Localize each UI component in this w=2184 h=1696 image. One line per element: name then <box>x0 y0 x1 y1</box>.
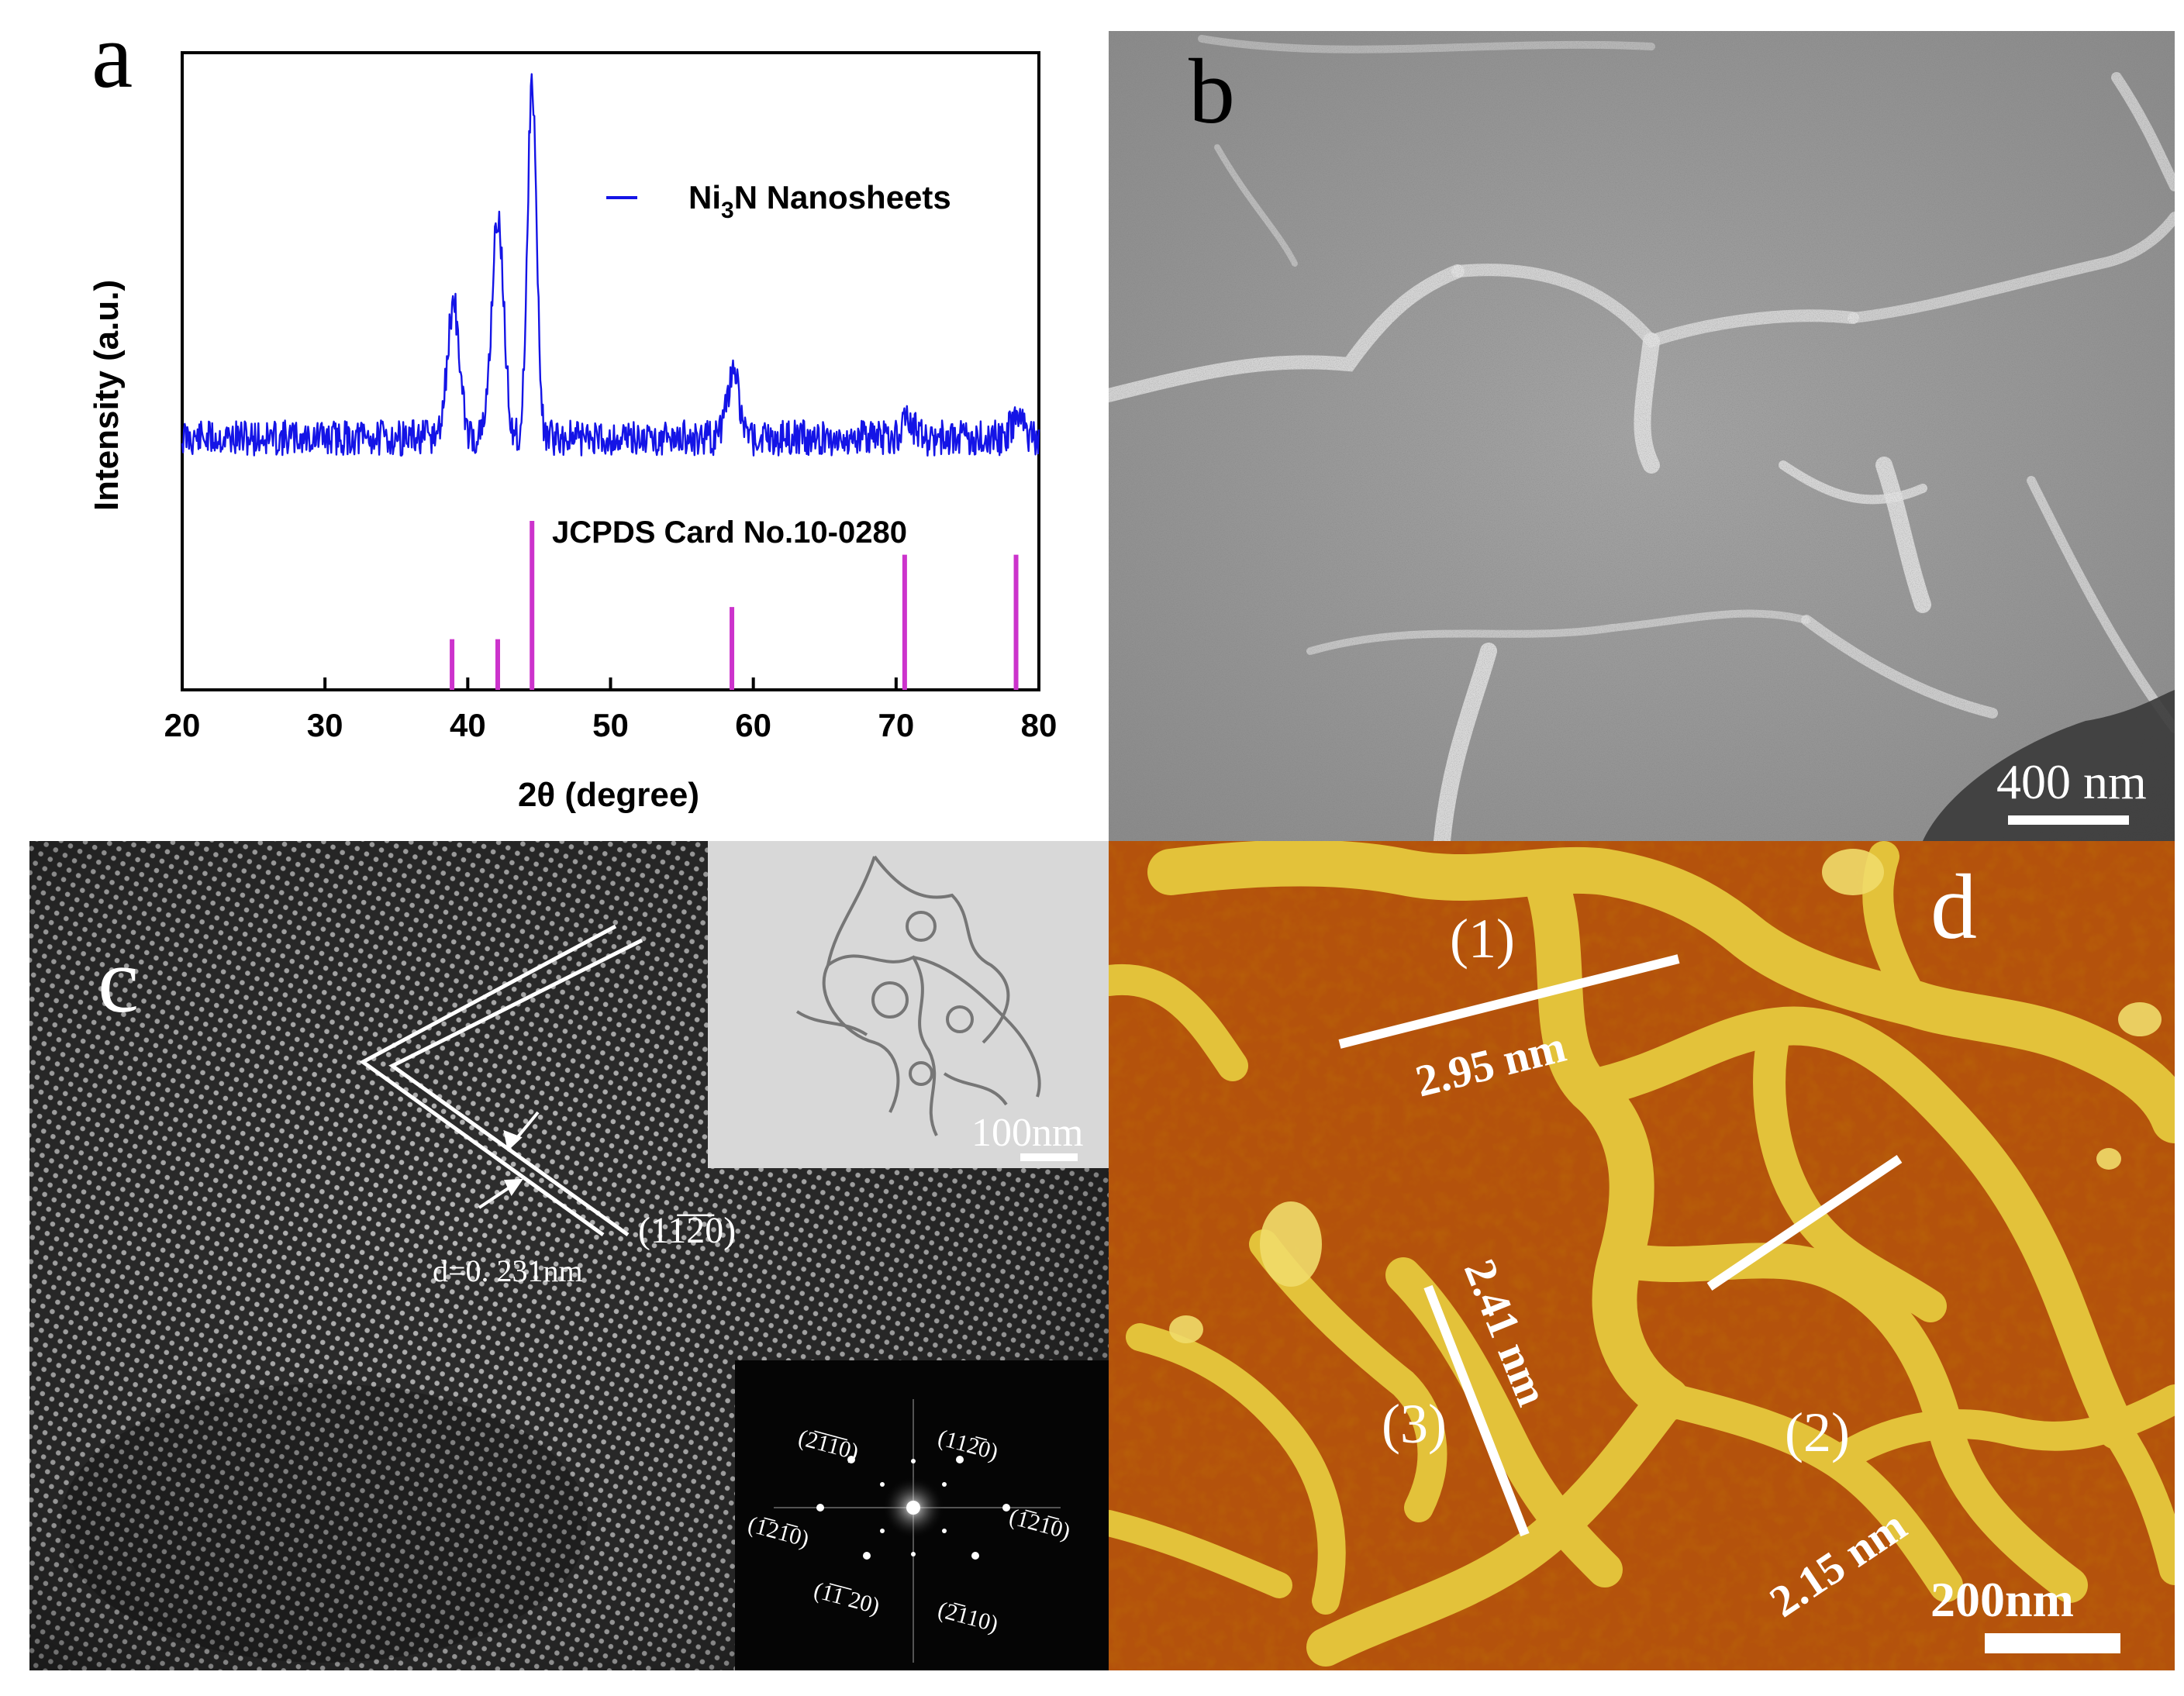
x-tick-label: 80 <box>1021 707 1057 743</box>
inset-scale-bar <box>1020 1153 1078 1161</box>
x-tick-label: 20 <box>164 707 201 743</box>
profile-3-id: (3) <box>1382 1393 1447 1455</box>
panel-letter-b: b <box>1189 40 1235 143</box>
reference-label: JCPDS Card No.10-0280 <box>552 515 907 550</box>
profile-1-id: (1) <box>1450 908 1515 970</box>
y-axis-label: Intensity (a.u.) <box>88 280 126 511</box>
sem-image: 400 nm b <box>1109 31 2175 841</box>
d-spacing-arrows <box>478 1111 540 1209</box>
x-tick-label: 40 <box>450 707 486 743</box>
panel-d: (1) 2.95 nm (2) 2.15 nm (3) 2.41 nm d 20… <box>1109 841 2175 1670</box>
afm-image: (1) 2.95 nm (2) 2.15 nm (3) 2.41 nm d 20… <box>1109 841 2175 1670</box>
profile-2-id: (2) <box>1785 1401 1850 1463</box>
fft-spots <box>816 1456 1010 1560</box>
inset-scale-label: 100nm <box>971 1111 1083 1155</box>
afm-particles <box>1169 849 2162 1343</box>
afm-profile-lines <box>1338 954 1903 1537</box>
plot-frame <box>181 51 1040 691</box>
sem-scale-label: 400 nm <box>1996 754 2147 809</box>
afm-scale-bar <box>1985 1633 2120 1653</box>
panel-b: 400 nm b <box>1109 31 2175 841</box>
x-tick-label: 60 <box>735 707 771 743</box>
tem-nanosheet-network <box>795 855 1041 1136</box>
legend-label: Ni3N Nanosheets <box>688 179 951 223</box>
x-axis-label: 2θ (degree) <box>518 776 699 814</box>
lattice-plane-lines <box>359 924 643 1237</box>
plane-label: (11̅2̅0) <box>638 1210 736 1251</box>
fft-inset: (2̅1̅1̅0) (112̅0) (1̅21̅0) (1̅21̅0) (1̅1… <box>735 1360 1109 1670</box>
panel-a: 20 30 40 50 60 70 80 Ni3N Nanosheets JCPDS Car… <box>0 0 1109 837</box>
tem-inset: 100nm <box>708 841 1109 1168</box>
afm-nanosheet-network <box>1109 841 2175 1667</box>
xrd-trace <box>181 73 1040 457</box>
hrtem-image: (11̅2̅0) d=0. 231nm c 100nm <box>29 841 1109 1670</box>
x-axis-ticks: 20 30 40 50 60 70 80 <box>164 677 1057 743</box>
x-tick-label: 70 <box>878 707 914 743</box>
sem-scale-bar <box>2008 815 2129 825</box>
panel-letter-d: d <box>1930 855 1977 958</box>
x-tick-label: 30 <box>307 707 343 743</box>
sem-dark-corner <box>1923 690 2175 841</box>
panel-letter-a: a <box>91 4 133 107</box>
panel-c: (11̅2̅0) d=0. 231nm c 100nm <box>29 841 1109 1670</box>
xrd-chart: 20 30 40 50 60 70 80 Ni3N Nanosheets JCPDS Car… <box>88 4 1057 814</box>
x-tick-label: 50 <box>592 707 629 743</box>
afm-scale-label: 200nm <box>1930 1572 2074 1627</box>
d-spacing-label: d=0. 231nm <box>433 1253 583 1288</box>
panel-letter-c: c <box>98 929 139 1032</box>
reference-sticks <box>450 521 1019 690</box>
